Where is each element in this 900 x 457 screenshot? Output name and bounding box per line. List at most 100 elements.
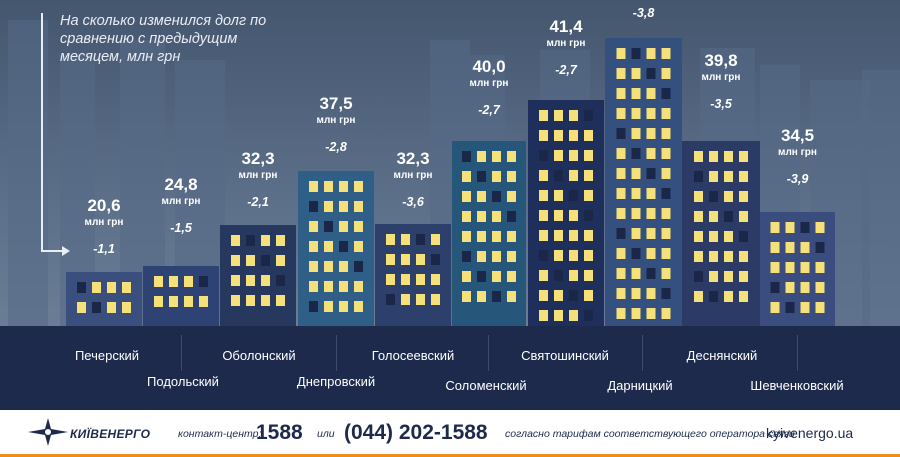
window: [431, 274, 440, 285]
window: [276, 235, 285, 246]
window: [462, 191, 471, 202]
window: [770, 282, 780, 293]
window: [324, 181, 333, 192]
short-phone-number[interactable]: 1588: [256, 421, 303, 444]
window: [554, 250, 563, 261]
window: [739, 171, 748, 182]
window: [724, 271, 733, 282]
window: [539, 170, 548, 181]
window: [507, 191, 516, 202]
window: [122, 302, 131, 313]
separator: [336, 335, 337, 371]
window: [800, 262, 810, 273]
window: [539, 290, 548, 301]
window: [646, 208, 656, 219]
window: [616, 248, 626, 259]
window: [694, 291, 703, 302]
window: [724, 231, 733, 242]
window: [169, 296, 178, 307]
window: [477, 271, 486, 282]
window: [492, 291, 501, 302]
window: [354, 301, 363, 312]
window: [616, 128, 626, 139]
window: [631, 248, 641, 259]
window: [631, 48, 641, 59]
separator: [797, 335, 798, 371]
unit-label: млн грн: [238, 170, 278, 181]
window: [661, 108, 671, 119]
value-label: 40,0: [472, 57, 506, 76]
window: [800, 222, 810, 233]
unit-label: млн грн: [393, 170, 433, 181]
window: [569, 210, 578, 221]
window: [386, 294, 395, 305]
window: [815, 282, 825, 293]
window: [492, 171, 501, 182]
change-label: -1,5: [170, 221, 192, 235]
website-link[interactable]: kyivenergo.ua: [766, 425, 854, 441]
window: [646, 108, 656, 119]
kyivenergo-logo-icon: [28, 418, 68, 446]
window: [431, 294, 440, 305]
window: [569, 130, 578, 141]
window: [184, 276, 193, 287]
window: [401, 254, 410, 265]
window: [661, 288, 671, 299]
window: [231, 255, 240, 266]
window: [276, 295, 285, 306]
window: [77, 302, 86, 313]
value-label: 41,4: [549, 17, 583, 36]
window: [661, 168, 671, 179]
window: [569, 310, 578, 321]
window: [785, 222, 795, 233]
window: [569, 290, 578, 301]
window: [231, 275, 240, 286]
window: [477, 211, 486, 222]
window: [324, 281, 333, 292]
window: [309, 261, 318, 272]
window: [492, 231, 501, 242]
window: [694, 251, 703, 262]
window: [800, 242, 810, 253]
window: [815, 222, 825, 233]
window: [154, 296, 163, 307]
or-label: или: [317, 428, 335, 440]
window: [401, 234, 410, 245]
window: [354, 181, 363, 192]
note-pointer-arrow: [41, 250, 63, 252]
window: [507, 271, 516, 282]
window: [462, 271, 471, 282]
window: [646, 168, 656, 179]
window: [507, 171, 516, 182]
window: [554, 130, 563, 141]
long-phone-number[interactable]: (044) 202-1588: [344, 421, 488, 444]
window: [324, 261, 333, 272]
category-label: Деснянский: [686, 348, 758, 363]
change-label: -2,8: [325, 140, 347, 154]
window: [616, 108, 626, 119]
window: [770, 242, 780, 253]
window: [584, 190, 593, 201]
window: [631, 188, 641, 199]
window: [539, 150, 548, 161]
window: [416, 234, 425, 245]
window: [462, 251, 471, 262]
window: [694, 231, 703, 242]
window: [354, 221, 363, 232]
window: [709, 171, 718, 182]
change-label: -2,7: [478, 103, 500, 117]
window: [324, 201, 333, 212]
window: [246, 295, 255, 306]
window: [770, 222, 780, 233]
window: [324, 301, 333, 312]
change-label: -3,5: [710, 97, 732, 111]
window: [354, 281, 363, 292]
separator: [181, 335, 182, 371]
category-label: Оболонский: [222, 348, 296, 363]
value-label: 20,6: [87, 196, 121, 215]
window: [554, 170, 563, 181]
category-label: Голосеевский: [371, 348, 455, 363]
window: [246, 275, 255, 286]
change-label: -3,6: [402, 195, 424, 209]
